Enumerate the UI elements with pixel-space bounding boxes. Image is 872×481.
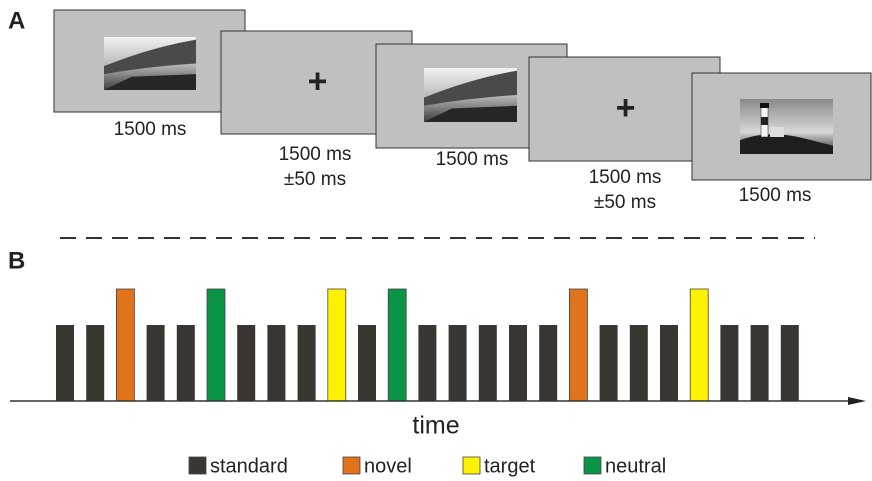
legend-label: neutral	[605, 455, 666, 477]
stimulus-bar	[630, 325, 648, 401]
stimulus-bar	[751, 325, 769, 401]
stimulus-bar	[86, 325, 104, 401]
fixation-cross: +	[308, 62, 328, 100]
lighthouse-band	[761, 117, 768, 125]
legend-label: target	[484, 455, 536, 477]
stimulus-bar	[358, 325, 376, 401]
lighthouse-top	[760, 103, 769, 108]
legend-swatch	[189, 457, 206, 474]
axis-label: time	[412, 412, 459, 440]
stimulus-bar	[660, 325, 678, 401]
stimulus-bar	[720, 325, 738, 401]
building	[770, 127, 784, 137]
legend-label: standard	[210, 455, 288, 477]
legend-swatch	[343, 457, 360, 474]
stimulus-bar	[237, 325, 255, 401]
panel-label: A	[8, 7, 25, 34]
stimulus-bar	[479, 325, 497, 401]
stimulus-bar	[690, 289, 708, 401]
duration-label: 1500 ms	[114, 119, 187, 140]
stimulus-bar	[418, 325, 436, 401]
panel-label: B	[8, 247, 25, 274]
stimulus-bar	[177, 325, 195, 401]
stimulus-bar	[539, 325, 557, 401]
stimulus-bar	[569, 289, 587, 401]
stimulus-bar	[56, 325, 74, 401]
stimulus-bar	[600, 325, 618, 401]
stimulus-bar	[267, 325, 285, 401]
figure: A B 1500 ms +1500 ms ±50 ms 1500 ms +1500 ms…	[0, 0, 872, 481]
stimulus-bar	[781, 325, 799, 401]
fixation-cross: +	[616, 89, 636, 127]
stimulus-bar	[328, 289, 346, 401]
stimulus-bar	[207, 289, 225, 401]
legend-swatch	[463, 457, 480, 474]
duration-label: 1500 ms	[436, 149, 509, 170]
stimulus-bar	[449, 325, 467, 401]
stimulus-bar	[298, 325, 316, 401]
duration-label: ±50 ms	[284, 169, 346, 190]
legend-label: novel	[364, 455, 412, 477]
duration-label: ±50 ms	[594, 192, 656, 213]
duration-label: 1500 ms	[279, 144, 352, 165]
axis-arrow	[848, 397, 866, 405]
duration-label: 1500 ms	[589, 167, 662, 188]
stimulus-bar	[147, 325, 165, 401]
duration-label: 1500 ms	[739, 185, 812, 206]
stimulus-bar	[509, 325, 527, 401]
stimulus-bar	[116, 289, 134, 401]
legend-swatch	[584, 457, 601, 474]
stimulus-bar	[388, 289, 406, 401]
